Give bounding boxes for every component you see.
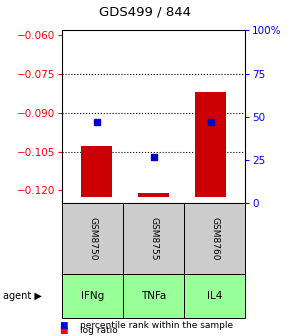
Text: GDS499 / 844: GDS499 / 844 xyxy=(99,5,191,18)
Text: ■: ■ xyxy=(59,321,68,330)
Text: IL4: IL4 xyxy=(207,291,222,301)
Text: GSM8755: GSM8755 xyxy=(149,217,158,260)
Text: IFNg: IFNg xyxy=(81,291,104,301)
Text: agent ▶: agent ▶ xyxy=(3,291,42,301)
Bar xyxy=(81,146,112,197)
Text: log ratio: log ratio xyxy=(80,327,117,335)
Text: percentile rank within the sample: percentile rank within the sample xyxy=(80,321,233,330)
Text: GSM8760: GSM8760 xyxy=(210,217,219,260)
Text: GSM8750: GSM8750 xyxy=(88,217,97,260)
Bar xyxy=(195,92,226,197)
Text: ■: ■ xyxy=(59,327,68,335)
Text: TNFa: TNFa xyxy=(141,291,166,301)
Bar xyxy=(138,193,169,197)
